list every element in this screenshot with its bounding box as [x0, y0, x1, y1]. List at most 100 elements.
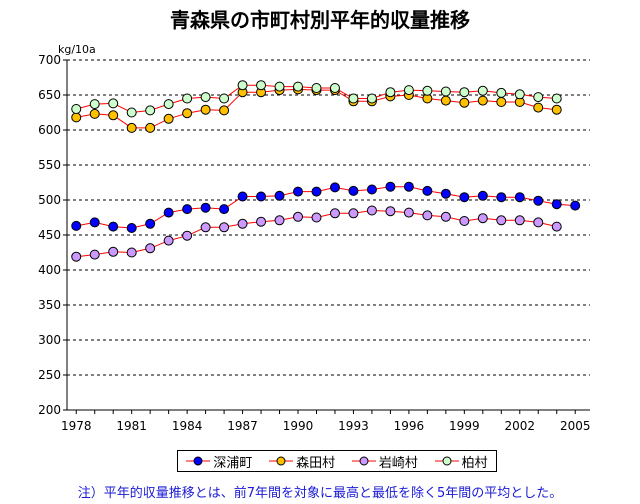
data-point	[200, 222, 211, 233]
chart-title: 青森県の市町村別平年的収量推移	[170, 8, 470, 32]
series-layer	[71, 80, 581, 262]
data-point	[256, 80, 267, 91]
data-point	[403, 181, 414, 192]
data-point	[348, 208, 359, 219]
data-point	[533, 102, 544, 113]
data-point	[293, 81, 304, 92]
data-point	[403, 85, 414, 96]
data-point	[145, 122, 156, 133]
data-point	[145, 243, 156, 254]
data-point	[385, 206, 396, 217]
data-point	[329, 182, 340, 193]
data-point	[422, 185, 433, 196]
data-point	[366, 184, 377, 195]
data-point	[200, 202, 211, 213]
data-point	[477, 95, 488, 106]
data-point	[348, 185, 359, 196]
x-tick-label: 1993	[338, 419, 369, 433]
data-point	[200, 104, 211, 115]
data-point	[71, 220, 82, 231]
data-point	[71, 251, 82, 262]
data-point	[108, 221, 119, 232]
data-point	[440, 95, 451, 106]
data-point	[311, 83, 322, 93]
data-point	[329, 83, 340, 93]
data-point	[496, 192, 507, 203]
footnote: 注）平年的収量推移とは、前7年間を対象に最高と最低を除く5年間の平均とした。	[77, 486, 563, 501]
y-tick-label: 200	[38, 403, 61, 417]
data-point	[89, 217, 100, 228]
data-point	[459, 192, 470, 203]
data-point	[477, 213, 488, 224]
x-tick-label: 1978	[61, 419, 92, 433]
legend-entry: 深浦町	[186, 452, 252, 471]
x-tick-label: 1996	[394, 419, 425, 433]
data-point	[274, 81, 285, 92]
data-point	[237, 218, 248, 229]
legend-entry: 柏村	[434, 452, 488, 471]
data-point	[514, 215, 525, 226]
data-point	[459, 216, 470, 226]
y-axis-label: kg/10a	[58, 43, 96, 56]
data-point	[293, 211, 304, 222]
data-point	[274, 190, 285, 201]
data-point	[385, 181, 396, 192]
data-point	[440, 211, 451, 222]
data-point	[182, 108, 193, 119]
legend-label: 森田村	[296, 455, 336, 471]
legend-marker	[351, 456, 376, 466]
data-point	[219, 204, 230, 215]
y-tick-label: 450	[38, 228, 61, 242]
data-point	[403, 207, 414, 218]
legend-entry: 岩崎村	[351, 452, 418, 471]
data-point	[311, 186, 322, 197]
data-point	[126, 122, 137, 133]
data-point	[440, 86, 451, 97]
data-point	[163, 235, 174, 246]
legend: 深浦町 森田村 岩崎村 柏村	[177, 450, 497, 472]
data-point	[256, 216, 267, 227]
data-point	[219, 105, 230, 116]
data-point	[182, 230, 193, 241]
data-point	[182, 204, 193, 215]
legend-entry: 森田村	[269, 452, 335, 471]
data-point	[274, 215, 285, 226]
data-point	[459, 97, 470, 108]
legend-label: 岩崎村	[378, 455, 418, 471]
axis-layer: 200 250 300 350 400 450 500 550 600 650 700 1978 198…	[38, 53, 590, 433]
x-tick-label: 1981	[116, 419, 147, 433]
data-point	[570, 200, 581, 211]
data-point	[551, 221, 562, 232]
data-point	[533, 217, 544, 228]
y-tick-label: 300	[38, 333, 61, 347]
data-point	[108, 98, 119, 109]
x-tick-label: 2002	[505, 419, 536, 433]
y-tick-label: 500	[38, 193, 61, 207]
legend-marker	[186, 456, 211, 466]
grid-layer	[67, 59, 590, 376]
data-point	[366, 205, 377, 216]
x-tick-label: 1987	[227, 419, 258, 433]
data-point	[71, 112, 82, 123]
data-point	[385, 87, 396, 98]
y-tick-label: 350	[38, 298, 61, 312]
legend-label: 深浦町	[213, 455, 253, 471]
data-point	[89, 99, 100, 110]
x-tick-label: 1990	[283, 419, 314, 433]
data-point	[366, 93, 377, 104]
data-point	[108, 246, 119, 257]
data-point	[551, 104, 562, 115]
series-深浦町	[71, 181, 581, 233]
data-point	[329, 208, 340, 219]
data-point	[89, 249, 100, 260]
data-point	[459, 87, 470, 98]
data-point	[348, 93, 359, 104]
data-point	[145, 218, 156, 229]
data-point	[163, 113, 174, 124]
data-point	[293, 186, 304, 197]
y-tick-label: 400	[38, 263, 61, 277]
data-point	[514, 89, 525, 100]
data-point	[237, 191, 248, 202]
data-point	[89, 108, 100, 119]
